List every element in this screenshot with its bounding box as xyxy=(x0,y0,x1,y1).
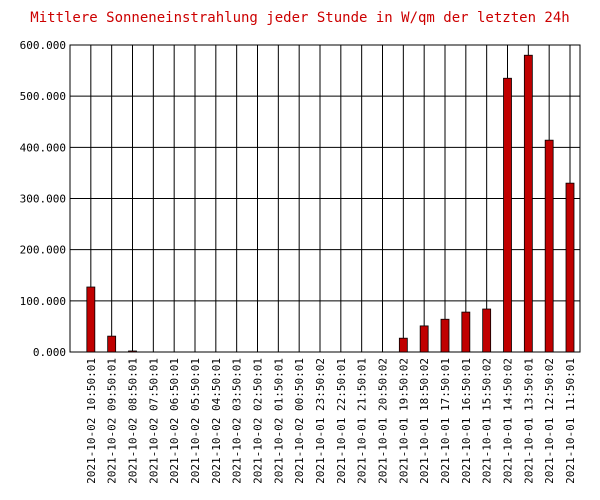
x-tick-label: 2021-10-01 14:50:02 xyxy=(502,358,515,484)
x-tick-label: 2021-10-02 06:50:01 xyxy=(168,358,181,484)
x-tick-label: 2021-10-01 19:50:02 xyxy=(397,358,410,484)
x-tick-label: 2021-10-02 04:50:01 xyxy=(210,358,223,484)
bar xyxy=(440,318,450,353)
bar xyxy=(544,139,554,353)
y-tick-label: 200.000 xyxy=(20,244,66,257)
x-tick-label: 2021-10-02 02:50:01 xyxy=(252,358,265,484)
y-tick-label: 500.000 xyxy=(20,90,66,103)
x-tick-label: 2021-10-02 03:50:01 xyxy=(231,358,244,484)
bar xyxy=(565,182,575,353)
x-tick-label: 2021-10-01 22:50:01 xyxy=(335,358,348,484)
bar xyxy=(503,77,512,353)
x-tick-label: 2021-10-01 13:50:01 xyxy=(522,358,535,484)
x-tick-label: 2021-10-02 00:50:01 xyxy=(293,358,306,484)
x-tick-label: 2021-10-02 10:50:01 xyxy=(85,358,98,484)
y-tick-label: 300.000 xyxy=(20,193,66,206)
y-tick-label: 600.000 xyxy=(20,39,66,52)
y-tick-label: 400.000 xyxy=(20,141,66,154)
bar xyxy=(398,337,408,353)
x-tick-label: 2021-10-01 15:50:02 xyxy=(481,358,494,484)
x-tick-label: 2021-10-02 08:50:01 xyxy=(127,358,140,484)
bar xyxy=(523,54,533,353)
x-tick-label: 2021-10-01 20:50:02 xyxy=(377,358,390,484)
bar xyxy=(86,286,96,353)
chart-title: Mittlere Sonneneinstrahlung jeder Stunde… xyxy=(30,10,569,26)
x-tick-label: 2021-10-01 11:50:01 xyxy=(564,358,577,484)
x-tick-label: 2021-10-02 07:50:01 xyxy=(147,358,160,484)
x-tick-label: 2021-10-02 09:50:01 xyxy=(106,358,119,484)
x-tick-label: 2021-10-01 16:50:01 xyxy=(460,358,473,484)
x-tick-label: 2021-10-02 05:50:01 xyxy=(189,358,202,484)
x-tick-label: 2021-10-01 23:50:02 xyxy=(314,358,327,484)
x-tick-label: 2021-10-02 01:50:01 xyxy=(272,358,285,484)
x-tick-label: 2021-10-01 21:50:01 xyxy=(356,358,369,484)
x-tick-label: 2021-10-01 18:50:02 xyxy=(418,358,431,484)
bar xyxy=(482,308,492,353)
y-tick-label: 0.000 xyxy=(33,346,66,359)
bar xyxy=(419,325,429,353)
bar xyxy=(128,350,137,353)
y-tick-label: 100.000 xyxy=(20,295,66,308)
x-tick-label: 2021-10-01 12:50:02 xyxy=(543,358,556,484)
x-tick-label: 2021-10-01 17:50:01 xyxy=(439,358,452,484)
bar xyxy=(461,311,471,353)
bar xyxy=(107,335,117,353)
